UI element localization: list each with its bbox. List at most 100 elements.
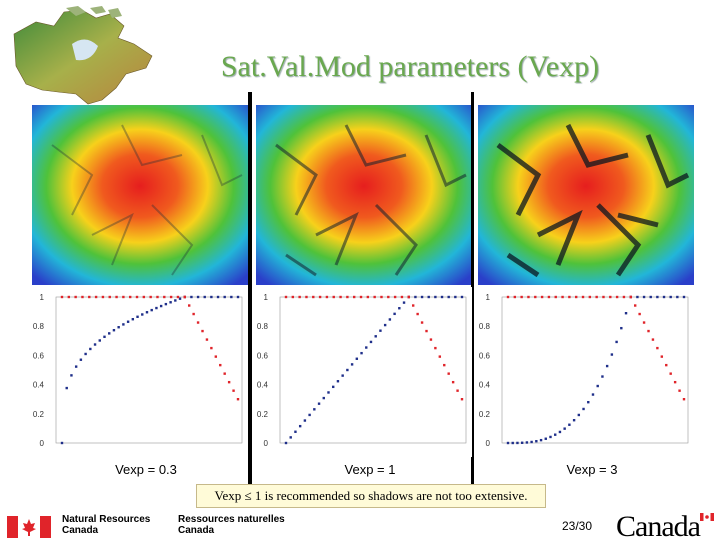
falling-point	[678, 389, 681, 392]
flat-point	[609, 295, 612, 299]
flat-point	[540, 295, 544, 299]
rising-point	[332, 385, 335, 389]
terrain-panel-2	[256, 105, 472, 285]
falling-point	[201, 329, 204, 333]
flat-point	[393, 295, 397, 299]
org-fr-line-1: Ressources naturelles	[178, 514, 285, 525]
flat-point-tail	[669, 295, 672, 299]
rising-point	[298, 424, 302, 428]
falling-point	[196, 321, 200, 324]
terrain-image-2	[256, 105, 472, 285]
y-tick-label: 1	[486, 293, 491, 302]
flat-point	[387, 295, 390, 299]
rising-point	[65, 386, 68, 390]
flat-point-tail	[427, 295, 430, 299]
flat-point	[622, 295, 626, 299]
flat-point	[615, 295, 619, 299]
flat-point	[176, 295, 180, 299]
falling-point	[434, 346, 437, 350]
rising-point	[620, 326, 623, 330]
flat-point	[149, 295, 152, 299]
rising-point	[89, 347, 92, 351]
falling-point	[647, 329, 650, 333]
flat-point	[332, 295, 335, 299]
falling-point	[438, 355, 442, 358]
rising-point	[388, 318, 392, 321]
rising-point	[587, 400, 590, 404]
flat-point	[575, 295, 578, 299]
falling-point	[219, 363, 222, 367]
panel-divider-1	[248, 92, 252, 488]
flat-point-tail	[440, 295, 444, 299]
flat-point-tail	[223, 295, 226, 299]
rising-point	[169, 301, 172, 304]
rising-point	[525, 441, 529, 444]
rising-point	[615, 340, 618, 344]
rising-point	[93, 343, 97, 346]
rising-point	[141, 313, 144, 316]
falling-point	[660, 355, 664, 358]
y-tick-label: 0.4	[479, 381, 491, 390]
flat-point	[305, 295, 308, 299]
org-en-line-1: Natural Resources	[62, 514, 151, 525]
flat-point	[339, 295, 342, 299]
rising-point	[520, 441, 524, 444]
rising-point	[350, 363, 354, 366]
flat-point	[506, 295, 510, 299]
rising-point	[402, 301, 406, 304]
rising-point	[145, 311, 149, 314]
rising-point	[122, 323, 125, 326]
flat-point	[359, 295, 363, 299]
rising-point	[79, 358, 83, 361]
flat-point	[534, 295, 537, 299]
flat-point	[74, 295, 77, 299]
rising-point	[289, 436, 292, 439]
flat-point	[318, 295, 322, 299]
y-tick-label: 0.8	[33, 322, 45, 331]
flat-point	[527, 295, 530, 299]
flat-point	[169, 295, 173, 299]
falling-point	[682, 398, 686, 401]
rising-point	[355, 357, 359, 360]
flat-point	[373, 295, 376, 299]
vexp-chart-2: 0 0.2 0.4 0.6 0.8 1	[254, 287, 472, 457]
flat-point-tail	[447, 295, 450, 299]
rising-point	[308, 413, 311, 417]
falling-point	[183, 295, 186, 299]
falling-point	[665, 363, 668, 367]
falling-point	[651, 338, 655, 341]
falling-point	[210, 346, 213, 350]
terrain-panel-1	[32, 105, 248, 285]
rising-point	[303, 419, 307, 422]
rising-point	[70, 374, 73, 377]
y-tick-label: 0.6	[479, 351, 491, 360]
rising-point	[360, 351, 363, 355]
org-name-en: Natural Resources Canada	[62, 514, 150, 536]
falling-point	[407, 295, 410, 299]
rising-point	[582, 407, 585, 411]
flat-point	[513, 295, 517, 299]
footer: Natural Resources Canada Ressources natu…	[0, 510, 720, 543]
y-tick-label: 0	[486, 439, 491, 448]
flat-point-tail	[662, 295, 666, 299]
y-tick-label: 0.8	[479, 322, 491, 331]
falling-point	[425, 329, 428, 333]
rising-point	[516, 441, 519, 445]
rising-point	[131, 318, 135, 321]
rising-point	[341, 374, 344, 377]
rising-point	[572, 419, 576, 422]
y-tick-label: 0.4	[257, 381, 269, 390]
falling-point	[214, 355, 218, 358]
falling-point	[460, 398, 464, 401]
rising-point	[150, 308, 153, 312]
rising-point	[327, 391, 330, 394]
canada-map-logo	[13, 6, 153, 105]
flat-point	[595, 295, 598, 299]
canada-wordmark: Canada	[616, 510, 701, 543]
rising-point	[591, 393, 595, 396]
flat-point	[122, 295, 125, 299]
slide-title: Sat.Val.Mod parameters (Vexp)	[220, 50, 600, 83]
flat-point	[298, 295, 301, 299]
flat-point-tail	[656, 295, 659, 299]
y-tick-label: 0.2	[33, 410, 45, 419]
